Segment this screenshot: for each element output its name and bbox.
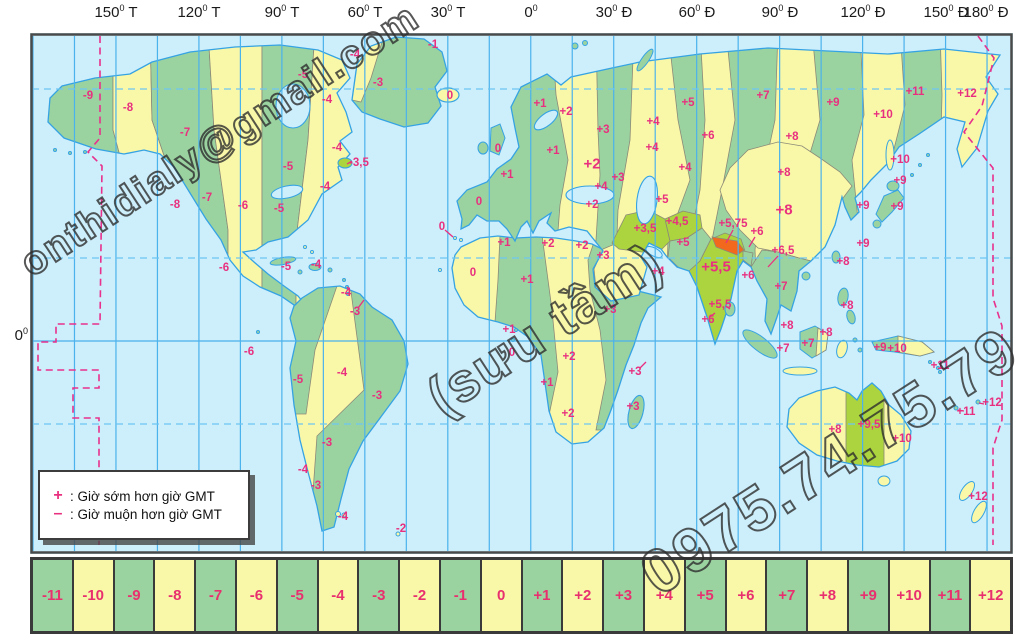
japan (875, 189, 905, 223)
scale-cell: -4 (316, 560, 358, 631)
legend-text: : Giờ muộn hơn giờ GMT (70, 506, 222, 522)
islands (53, 40, 987, 537)
tasmania (877, 475, 891, 487)
scale-cell: -3 (357, 560, 399, 631)
scale-cell: +8 (806, 560, 847, 631)
map-border (30, 33, 1013, 554)
new-zealand (958, 481, 976, 501)
scale-cell: -1 (438, 560, 480, 631)
scale-cell-value: -10 (82, 587, 105, 604)
longitude-label: 900 Đ (761, 3, 799, 21)
scale-cell: +5 (683, 560, 725, 631)
scale-cell: +2 (561, 560, 603, 631)
equator-label: 00 (14, 326, 28, 344)
scale-cell-value: +12 (978, 587, 1004, 604)
greenland (351, 36, 460, 128)
scale-cell: -2 (398, 560, 439, 631)
scale-cell: +12 (969, 560, 1011, 631)
scale-cell: +10 (887, 560, 929, 631)
madagascar (627, 394, 645, 430)
scale-cell: -5 (275, 560, 317, 631)
scale-cell: +7 (765, 560, 807, 631)
longitude-label: 1800 Đ (963, 3, 1009, 21)
scale-cell: +4 (642, 560, 684, 631)
scale-cell: -10 (71, 560, 113, 631)
scale-cell: -6 (234, 560, 276, 631)
nepal (711, 236, 745, 256)
legend-row: + : Giờ sớm hơn giờ GMT (50, 487, 248, 505)
scale-cell: -8 (153, 560, 195, 631)
scale-cell: -11 (33, 560, 72, 631)
java (782, 366, 818, 376)
scale-cell: -9 (112, 560, 154, 631)
longitude-label: 1200 T (177, 3, 221, 21)
scale-cell-value: -7 (208, 587, 223, 604)
scale-cell-value: +10 (896, 587, 922, 604)
sakhalin (885, 139, 895, 171)
scale-cell-value: +2 (574, 587, 592, 604)
legend-symbol: – (53, 505, 63, 522)
timezone-scale-bar: -11 -10 -9 -8 -7 -6 -5 -4 -3 -2 -1 0 +1 +2 +3 +4 +5 +6 +7 +… (30, 557, 1013, 634)
longitude-label: 1500 Đ (923, 3, 969, 21)
scale-cell-value: -11 (41, 587, 63, 604)
black-sea (565, 185, 615, 205)
scale-cell-value: -3 (372, 587, 386, 604)
caspian-sea (635, 175, 659, 225)
graticule (32, 36, 1011, 551)
scale-cell: +11 (928, 560, 970, 631)
scale-cell-value: +11 (937, 587, 963, 604)
longitude-label: 300 T (430, 3, 466, 21)
scale-cell-value: -4 (331, 587, 345, 604)
legend-text: : Giờ sớm hơn giờ GMT (70, 488, 215, 504)
scale-cell-value: 0 (496, 587, 506, 604)
date-line (37, 35, 1003, 545)
scale-cell-value: -6 (249, 587, 264, 604)
baltic-sea (533, 109, 559, 131)
longitude-label: 600 T (347, 3, 383, 21)
legend-rows: + : Giờ sớm hơn giờ GMT –: Giờ muộn hơn gi… (50, 487, 248, 523)
longitude-label: 300 Đ (595, 3, 633, 21)
longitude-label: 00 (524, 3, 538, 21)
scale-cell-value: +3 (615, 587, 633, 604)
longitude-label: 1200 Đ (840, 3, 886, 21)
scale-cell: +9 (846, 560, 888, 631)
scale-cell-value: +1 (533, 587, 551, 604)
longitude-label: 600 Đ (678, 3, 716, 21)
ireland (477, 141, 489, 155)
philippines (837, 287, 849, 307)
newfoundland (337, 157, 353, 169)
scale-cell-value: +8 (818, 587, 837, 604)
legend-symbol: + (53, 487, 63, 504)
label-pointers (346, 160, 985, 412)
great-lakes (270, 184, 304, 200)
scale-cell-value: +6 (737, 587, 755, 604)
scale-cell-value: -1 (453, 587, 468, 604)
scale-cell-value: -5 (290, 587, 304, 604)
falklands (335, 511, 341, 517)
meridian-lines (32, 36, 988, 551)
scale-cell-value: -8 (168, 587, 182, 604)
scale-cell-value: +5 (696, 587, 714, 604)
longitude-label: 1500 T (94, 3, 138, 21)
world-map (30, 33, 1013, 554)
scale-cell-value: +7 (778, 587, 796, 604)
great-britain (489, 123, 506, 156)
scale-cell: +1 (520, 560, 562, 631)
longitude-label: 900 T (264, 3, 300, 21)
hudson-bay (275, 83, 311, 129)
scale-cell: -7 (194, 560, 235, 631)
sumatra (742, 329, 778, 359)
scale-cell: 0 (479, 560, 521, 631)
scale-cell-value: -2 (412, 587, 427, 604)
scale-cell-value: -9 (127, 587, 141, 604)
scale-cell: +6 (724, 560, 766, 631)
taiwan (831, 250, 841, 264)
scale-cell-value: +4 (655, 587, 673, 604)
legend-box: + : Giờ sớm hơn giờ GMT –: Giờ muộn hơn gi… (38, 470, 250, 540)
scale-cell: +3 (602, 560, 643, 631)
scale-cell-value: +9 (859, 587, 877, 604)
legend-row: –: Giờ muộn hơn giờ GMT (50, 505, 248, 523)
